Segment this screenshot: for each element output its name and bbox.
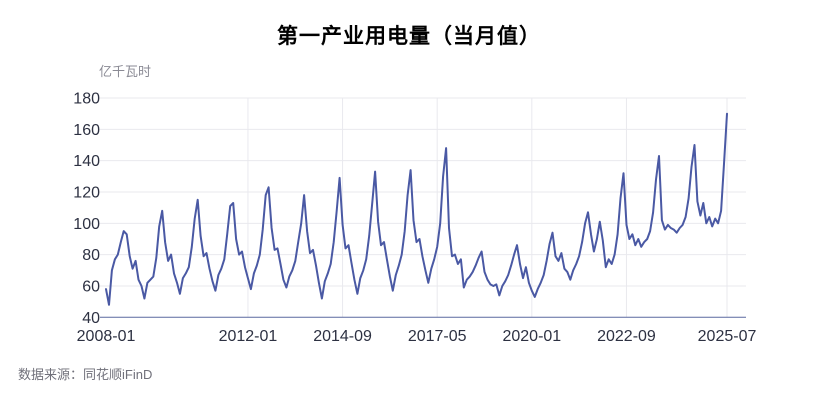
x-tick-label: 2020-01 <box>502 328 561 345</box>
y-tick-label: 80 <box>82 247 100 264</box>
x-tick-label: 2012-01 <box>219 328 278 345</box>
x-tick-label: 2008-01 <box>77 328 136 345</box>
x-tick-label: 2017-05 <box>408 328 467 345</box>
y-tick-label: 60 <box>82 278 100 295</box>
y-tick-label: 100 <box>73 216 100 233</box>
x-tick-label: 2022-09 <box>597 328 656 345</box>
x-tick-label: 2014-09 <box>313 328 372 345</box>
series-line <box>105 112 728 306</box>
y-tick-label: 180 <box>73 91 100 108</box>
x-tick-label: 2025-07 <box>698 328 757 345</box>
y-axis-unit-label: 亿千瓦时 <box>99 64 152 79</box>
y-tick-label: 40 <box>82 310 100 327</box>
y-tick-label: 160 <box>73 122 100 139</box>
y-tick-label: 140 <box>73 153 100 170</box>
y-tick-label: 120 <box>73 184 100 201</box>
data-source: 数据来源：同花顺iFinD <box>18 367 153 382</box>
chart-title: 第一产业用电量（当月值） <box>277 25 541 48</box>
